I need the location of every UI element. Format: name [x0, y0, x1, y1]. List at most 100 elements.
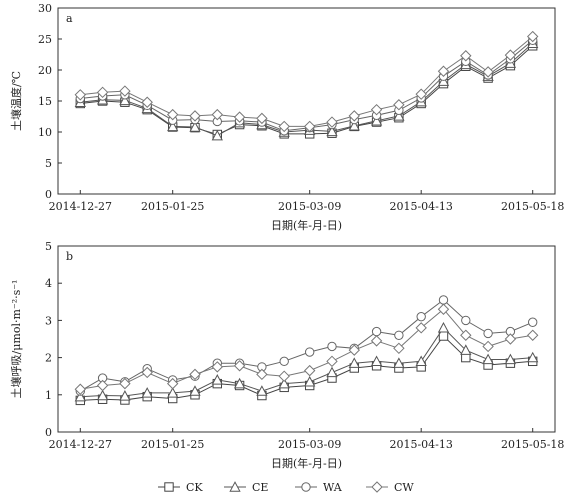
data-point-ce — [393, 110, 405, 121]
legend-marker-triangle — [229, 481, 241, 492]
data-point-ce — [189, 385, 201, 396]
data-point-cw — [348, 344, 360, 356]
data-point-ce — [278, 377, 290, 389]
data-point-cw — [141, 96, 153, 108]
y-tick-label: 0 — [45, 426, 52, 439]
legend-marker-circle — [301, 482, 311, 492]
data-point-ce — [189, 121, 201, 132]
data-point-ce — [167, 120, 179, 132]
data-point-ce — [326, 366, 338, 378]
data-point-ce — [304, 375, 316, 387]
data-point-wa — [438, 295, 449, 305]
series-wa — [75, 295, 538, 396]
x-tick-label: 2015-01-25 — [141, 438, 204, 451]
data-point-cw — [348, 110, 360, 122]
legend-label: CE — [252, 481, 268, 494]
series-line-wa — [80, 299, 533, 392]
plot-frame — [57, 7, 556, 195]
data-point-ce — [370, 355, 383, 367]
x-tick-label: 2015-04-13 — [389, 438, 452, 451]
x-tick-label: 2014-12-27 — [49, 200, 112, 213]
data-point-ce — [437, 321, 450, 333]
data-point-cw — [393, 342, 405, 355]
data-point-cw — [166, 108, 179, 121]
y-tick-label: 1 — [45, 389, 52, 402]
data-point-cw — [460, 50, 472, 62]
data-point-cw — [278, 370, 290, 382]
data-point-cw — [141, 366, 153, 379]
data-point-ce — [348, 357, 360, 368]
data-point-ce — [96, 389, 109, 401]
data-point-wa — [416, 311, 426, 322]
data-point-cw — [526, 329, 539, 341]
data-point-ce — [504, 353, 517, 365]
data-point-cw — [233, 360, 246, 372]
data-point-cw — [482, 66, 494, 78]
data-point-cw — [370, 103, 383, 116]
x-axis-label: 日期(年-月-日) — [271, 456, 342, 470]
data-point-cw — [437, 303, 450, 315]
series-cw — [74, 303, 539, 395]
x-tick-label: 2014-12-27 — [49, 438, 112, 451]
data-point-cw — [303, 364, 316, 377]
data-point-cw — [233, 111, 246, 123]
data-point-wa — [327, 341, 337, 352]
data-point-wa — [394, 330, 404, 340]
y-tick-label: 10 — [38, 126, 52, 139]
data-point-cw — [189, 368, 201, 381]
y-tick-label: 20 — [38, 64, 52, 77]
legend-label: CW — [394, 481, 414, 494]
data-point-ce — [141, 387, 153, 398]
panel-label: b — [66, 250, 73, 263]
data-point-cw — [96, 379, 109, 392]
panel-label: a — [66, 12, 73, 25]
data-point-cw — [504, 49, 517, 61]
legend-label: WA — [323, 481, 343, 494]
x-tick-label: 2015-05-18 — [501, 200, 564, 213]
y-tick-label: 5 — [45, 240, 52, 253]
legend-label: CK — [186, 481, 203, 494]
data-point-cw — [437, 65, 450, 77]
data-point-ce — [326, 125, 338, 137]
data-point-ce — [370, 114, 383, 126]
data-point-cw — [166, 377, 179, 390]
data-point-cw — [278, 120, 290, 133]
data-point-cw — [189, 110, 201, 122]
data-point-ce — [348, 119, 360, 131]
data-point-cw — [303, 120, 316, 133]
data-point-ce — [167, 387, 179, 398]
x-tick-label: 2015-03-09 — [278, 200, 341, 213]
data-point-cw — [96, 86, 109, 99]
data-point-cw — [415, 88, 427, 100]
data-point-ce — [211, 129, 223, 141]
data-point-ce — [74, 390, 86, 402]
panel-a: 0 5 10 15 20 25 30 2014-12-27 2015-01-25 2015-03-… — [9, 2, 564, 232]
data-point-cw — [119, 377, 131, 390]
data-point-wa — [461, 315, 471, 326]
y-tick-label: 0 — [45, 188, 52, 201]
legend-marker-diamond — [371, 481, 383, 493]
data-point-ce — [256, 385, 268, 396]
legend-item-ck: CK — [158, 481, 203, 494]
data-point-ce — [233, 377, 246, 389]
y-tick-label: 4 — [45, 277, 52, 290]
data-point-wa — [527, 317, 538, 327]
y-axis-label: 土壤呼吸/μmol·m⁻²·s⁻¹ — [9, 280, 23, 399]
data-point-cw — [256, 368, 268, 381]
data-point-wa — [371, 326, 382, 337]
data-point-cw — [74, 383, 87, 395]
data-point-ce — [119, 390, 131, 401]
panel-b: 0 1 2 3 4 5 2014-12-27 2015-01-25 2015-03-09 2015… — [9, 240, 564, 470]
y-tick-label: 3 — [45, 314, 52, 327]
data-point-cw — [504, 333, 517, 345]
series-cw — [74, 30, 539, 133]
data-point-cw — [211, 361, 224, 373]
x-axis-label: 日期(年-月-日) — [271, 218, 342, 232]
data-point-cw — [211, 108, 224, 121]
data-point-cw — [393, 99, 405, 111]
y-tick-label: 15 — [38, 95, 52, 108]
x-tick-label: 2015-03-09 — [278, 438, 341, 451]
x-tick-label: 2015-04-13 — [389, 200, 452, 213]
y-tick-label: 25 — [38, 33, 52, 46]
